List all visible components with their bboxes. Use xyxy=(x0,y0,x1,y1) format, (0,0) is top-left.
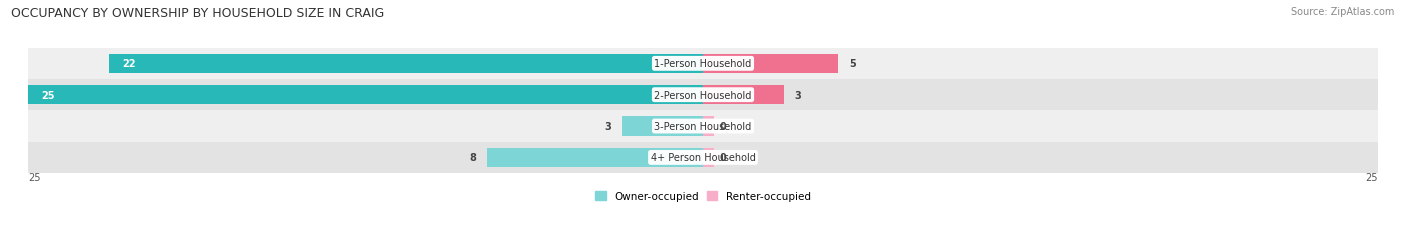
Text: OCCUPANCY BY OWNERSHIP BY HOUSEHOLD SIZE IN CRAIG: OCCUPANCY BY OWNERSHIP BY HOUSEHOLD SIZE… xyxy=(11,7,384,20)
Text: 2-Person Household: 2-Person Household xyxy=(654,90,752,100)
Bar xyxy=(28,80,1378,111)
Bar xyxy=(703,117,714,136)
Text: 25: 25 xyxy=(1365,172,1378,182)
Bar xyxy=(28,142,1378,173)
Text: 25: 25 xyxy=(42,90,55,100)
Bar xyxy=(28,49,1378,80)
Text: 3: 3 xyxy=(794,90,801,100)
Bar xyxy=(28,111,1378,142)
Bar xyxy=(703,86,785,105)
Legend: Owner-occupied, Renter-occupied: Owner-occupied, Renter-occupied xyxy=(591,187,815,206)
Bar xyxy=(110,54,703,74)
Bar xyxy=(28,86,703,105)
Text: Source: ZipAtlas.com: Source: ZipAtlas.com xyxy=(1291,7,1395,17)
Bar xyxy=(486,148,703,167)
Text: 0: 0 xyxy=(720,122,725,131)
Text: 8: 8 xyxy=(470,153,477,163)
Text: 0: 0 xyxy=(720,153,725,163)
Text: 3-Person Household: 3-Person Household xyxy=(654,122,752,131)
Bar xyxy=(703,54,838,74)
Text: 1-Person Household: 1-Person Household xyxy=(654,59,752,69)
Bar xyxy=(621,117,703,136)
Bar xyxy=(703,148,714,167)
Text: 5: 5 xyxy=(849,59,855,69)
Text: 22: 22 xyxy=(122,59,136,69)
Text: 25: 25 xyxy=(28,172,41,182)
Text: 4+ Person Household: 4+ Person Household xyxy=(651,153,755,163)
Text: 3: 3 xyxy=(605,122,612,131)
